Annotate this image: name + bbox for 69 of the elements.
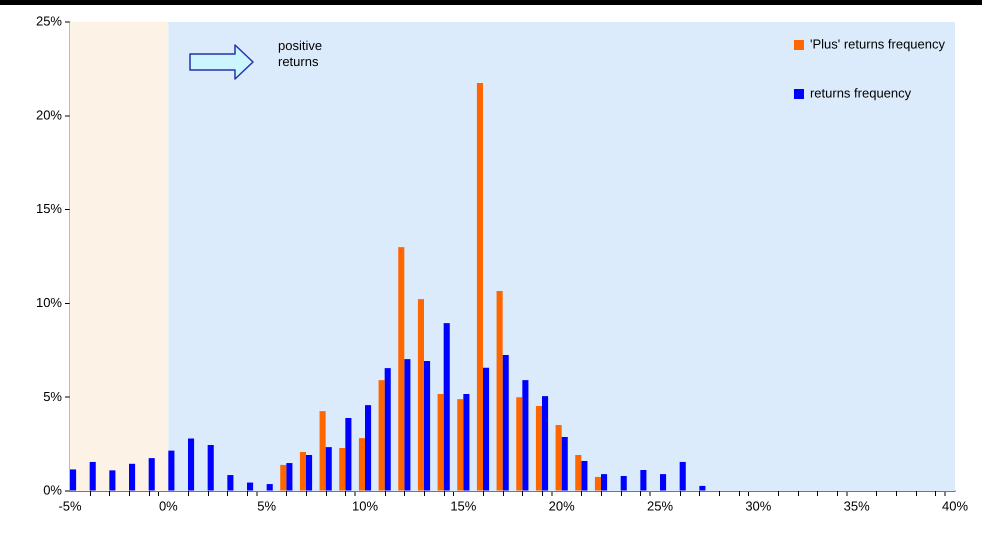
annotation: positive returns xyxy=(278,38,324,70)
bar xyxy=(109,470,116,490)
y-tick-label: 20% xyxy=(36,107,62,122)
y-tick-label: 5% xyxy=(43,388,62,404)
bar xyxy=(148,458,155,490)
bar xyxy=(345,418,352,490)
bar xyxy=(70,469,76,490)
y-tick-label: 25% xyxy=(36,14,62,29)
bar xyxy=(378,380,385,490)
bar xyxy=(266,484,273,490)
x-tick-label: -5% xyxy=(58,498,82,514)
x-tick-label: 30% xyxy=(745,498,772,514)
bar xyxy=(536,406,542,490)
bar xyxy=(404,359,410,490)
x-tick-label: 40% xyxy=(942,498,968,514)
y-tick-label: 15% xyxy=(36,201,62,216)
bar xyxy=(326,447,332,490)
x-tick-label: 0% xyxy=(158,498,178,514)
bar xyxy=(300,452,306,490)
bar xyxy=(339,448,346,490)
bar xyxy=(620,476,627,490)
x-tick-label: 35% xyxy=(844,498,870,514)
bar xyxy=(247,482,254,490)
bar xyxy=(522,380,528,490)
bar xyxy=(358,438,365,490)
bar xyxy=(562,436,568,490)
x-tick-label: 15% xyxy=(450,498,477,514)
bar xyxy=(90,462,96,490)
x-tick-label: 25% xyxy=(646,498,674,514)
y-tick-label: 10% xyxy=(36,294,62,310)
bar xyxy=(418,299,424,490)
bar xyxy=(444,323,450,490)
bar xyxy=(581,460,588,490)
bar xyxy=(457,399,464,490)
bar xyxy=(660,474,666,490)
bar xyxy=(438,394,444,490)
bar xyxy=(208,445,214,490)
bar xyxy=(601,474,608,490)
y-tick-label: 0% xyxy=(43,482,62,498)
bar xyxy=(306,454,312,490)
bar xyxy=(168,450,174,490)
x-tick-label: 10% xyxy=(352,498,378,514)
bar xyxy=(502,354,509,490)
bar xyxy=(188,438,194,490)
bar xyxy=(365,405,372,490)
legend-label: 'Plus' returns frequency xyxy=(810,36,946,52)
bar xyxy=(463,394,470,490)
bar xyxy=(384,368,391,490)
bar xyxy=(575,454,582,490)
bar xyxy=(496,291,503,490)
bar xyxy=(286,463,292,490)
bar xyxy=(516,397,522,490)
bar xyxy=(129,464,136,490)
x-tick-label: 20% xyxy=(548,498,576,514)
bar xyxy=(398,247,404,490)
bar xyxy=(483,368,490,490)
bar xyxy=(227,475,234,490)
legend-label: returns frequency xyxy=(810,86,912,101)
bar xyxy=(556,424,562,490)
bar xyxy=(320,411,326,490)
bar xyxy=(699,486,706,490)
bar xyxy=(424,360,430,490)
bar xyxy=(680,462,686,490)
bar xyxy=(280,464,286,490)
bar xyxy=(594,476,601,490)
x-tick-label: 5% xyxy=(257,498,276,514)
bar xyxy=(640,470,646,490)
bar xyxy=(542,396,548,490)
bar xyxy=(476,82,483,490)
